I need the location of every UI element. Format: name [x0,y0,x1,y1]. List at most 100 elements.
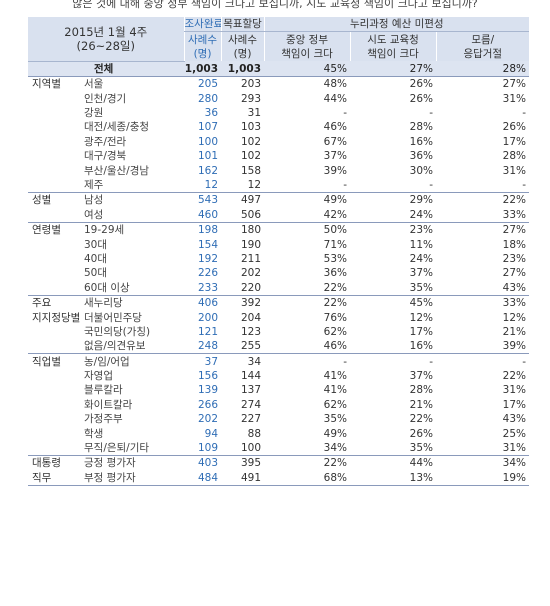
row-sample-count: 406 [184,294,222,311]
row-label: 제주 [84,178,104,191]
row-col-a: - [343,107,348,120]
row-sample-count: 37 [184,353,222,369]
row-target-count: 88 [247,427,262,440]
total-target: 1,003 [221,61,265,77]
total-row: 전체 1,003 1,003 45% 27% 28% [28,61,530,77]
row-col-a: 22% [264,294,351,311]
row-label: 긍정 평가자 [84,455,185,471]
row-sample-count: 162 [197,164,219,177]
row-col-b: 24% [409,208,434,221]
row-col-b: - [429,178,434,191]
row-col-c: 31% [502,384,527,397]
row-group-label [28,120,84,134]
row-sample-count: 36 [204,107,219,120]
total-col-b: 27% [350,61,437,77]
row-target-count: 220 [240,281,262,294]
question-caption: 않은 것에 대해 중앙 정부 책임이 크다고 보십니까, 시도 교육청 책임이 … [72,0,478,10]
row-target-count: 34 [221,353,265,369]
row-target-count: 506 [240,208,262,221]
row-sample-count: 94 [204,427,219,440]
row-sample-count: 460 [197,208,219,221]
row-group-label [28,266,84,280]
row-group-label [28,412,84,426]
row-col-c: 23% [502,252,527,265]
row-target-count: 255 [240,340,262,353]
table-row: 대구/경북 101 102 37% 36% 28% [28,149,529,163]
table-row: 인천/경기 280 293 44% 26% 31% [28,91,529,105]
row-label: 대구/경북 [84,150,127,163]
row-col-b: 35% [409,281,434,294]
col-a-header-2: 책임이 크다 [263,46,351,62]
row-col-c: 19% [436,470,530,486]
row-col-a: - [264,353,351,369]
row-label: 60대 이상 [84,281,130,294]
row-col-a: 48% [264,76,351,92]
row-label: 19-29세 [84,221,185,238]
row-label: 부산/울산/경남 [84,164,150,177]
row-col-c: 28% [502,150,527,163]
col-b-header-1: 시도 교육청 [349,31,437,47]
row-col-b: 23% [350,221,437,238]
row-label: 자영업 [84,370,113,383]
row-col-b: 44% [350,455,437,471]
row-group-label [28,135,84,149]
row-label: 여성 [84,208,104,221]
table-row: 60대 이상 233 220 22% 35% 43% [28,281,529,296]
row-col-a: 49% [323,427,348,440]
row-group-label [28,149,84,163]
row-label: 30대 [84,238,108,251]
target-header-unit: (명) [220,46,265,62]
total-label: 전체 [84,61,185,77]
table-row: 지역별 서울 205 203 48% 26% 27% [28,76,530,92]
row-sample-count: 101 [197,150,219,163]
table-row: 학생 94 88 49% 26% 25% [28,426,529,440]
row-target-count: 102 [240,135,262,148]
period-line1: 2015년 1월 4주 [64,24,148,39]
row-target-count: 227 [240,413,262,426]
row-col-c: 27% [436,76,530,92]
row-col-a: 39% [323,164,348,177]
row-col-c: 27% [502,267,527,280]
row-col-a: 42% [323,208,348,221]
row-col-c: 21% [502,325,527,338]
row-col-b: 26% [350,76,437,92]
row-col-a: 41% [323,370,348,383]
row-target-count: 274 [240,398,262,411]
row-sample-count: 403 [184,455,222,471]
row-col-c: 31% [502,164,527,177]
table-row: 가정주부 202 227 35% 22% 43% [28,412,529,426]
row-group-label [28,281,84,296]
row-label: 가정주부 [84,413,123,426]
row-target-count: 180 [221,221,265,238]
row-col-c: 22% [436,192,530,208]
row-label: 농/임/어업 [84,353,185,369]
row-sample-count: 280 [197,92,219,105]
row-col-a: 44% [323,92,348,105]
table-row: 성별 남성 543 497 49% 29% 22% [28,192,530,208]
table-row: 강원 36 31 - - - [28,106,529,120]
table-row: 무직/은퇴/기타 109 100 34% 35% 31% [28,441,529,456]
row-col-a: 68% [264,470,351,486]
row-col-c: 27% [436,221,530,238]
row-group-label [28,383,84,397]
row-sample-count: 154 [197,238,219,251]
row-sample-count: 226 [197,267,219,280]
row-col-b: 35% [409,442,434,455]
row-target-count: 211 [240,252,262,265]
row-target-count: 204 [240,311,262,324]
row-label: 광주/전라 [84,135,127,148]
row-group-label [28,163,84,177]
table-header: 2015년 1월 4주 (26~28일) 조사완료 목표할당 누리과정 예산 미… [28,17,530,62]
row-col-a: 53% [323,252,348,265]
row-col-b: 36% [409,150,434,163]
sample-header-mid: 사례수 [183,31,222,47]
row-label: 인천/경기 [84,92,127,105]
row-target-count: 31 [247,107,262,120]
table-row: 여성 460 506 42% 24% 33% [28,208,529,223]
row-label: 화이트칼라 [84,398,133,411]
row-col-c: 33% [436,294,530,311]
row-col-b: 11% [409,238,434,251]
row-sample-count: 198 [184,221,222,238]
row-col-a: 62% [323,398,348,411]
row-sample-count: 202 [197,413,219,426]
